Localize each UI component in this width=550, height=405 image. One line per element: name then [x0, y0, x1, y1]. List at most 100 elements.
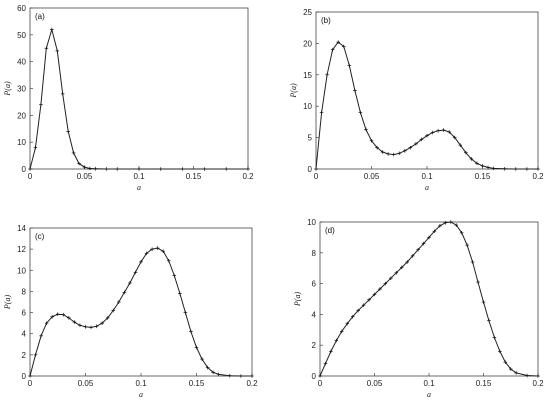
y-axis-label: P(a) — [289, 83, 298, 99]
data-point — [178, 291, 182, 296]
x-tick-label: 0.05 — [364, 172, 380, 181]
y-tick-label: 2 — [22, 351, 27, 360]
y-tick-label: 20 — [17, 111, 26, 120]
y-tick-label: 10 — [303, 102, 312, 111]
data-point — [364, 127, 368, 132]
y-tick-label: 14 — [17, 224, 26, 233]
data-point — [137, 167, 141, 171]
y-tick-label: 6 — [312, 280, 317, 289]
data-point — [403, 148, 407, 153]
data-point — [166, 258, 171, 263]
data-point — [430, 130, 435, 135]
data-point — [72, 320, 77, 324]
y-tick-label: 0 — [22, 372, 27, 381]
data-point — [441, 128, 446, 132]
data-point — [159, 167, 163, 171]
data-point — [216, 372, 221, 377]
data-point — [475, 161, 479, 166]
data-point — [183, 310, 188, 315]
data-point — [71, 151, 76, 155]
x-tick-label: 0 — [28, 379, 33, 388]
data-point — [133, 270, 138, 275]
data-point — [492, 335, 497, 340]
data-point — [347, 63, 352, 68]
plot-frame — [29, 7, 249, 170]
data-point — [536, 374, 540, 378]
x-tick-label: 0.1 — [423, 379, 435, 388]
data-point — [246, 167, 250, 171]
data-point — [250, 374, 254, 378]
data-point — [39, 334, 43, 338]
data-point — [372, 292, 377, 297]
panel-label: (b) — [321, 16, 331, 25]
data-point — [356, 308, 360, 313]
data-point — [89, 325, 93, 330]
data-point — [491, 166, 496, 171]
y-tick-label: 15 — [303, 71, 312, 80]
data-point — [325, 73, 329, 77]
data-point — [55, 312, 60, 316]
data-point — [514, 167, 518, 171]
data-point — [44, 46, 49, 51]
series-line — [29, 247, 252, 377]
x-axis-label: a — [427, 390, 431, 399]
data-point — [486, 165, 490, 170]
panel-label: (c) — [35, 232, 45, 241]
data-point — [200, 357, 204, 361]
data-point — [481, 300, 486, 304]
y-axis-label: P(a) — [3, 81, 12, 97]
data-point — [476, 280, 480, 284]
x-tick-label: 0 — [314, 172, 319, 181]
data-point — [470, 260, 475, 264]
panel-d: 0 0.05 0.1 0.15 0.2 0 2 4 6 8 10 a P(a) (d) — [293, 218, 544, 399]
data-point — [391, 152, 396, 157]
data-point — [449, 220, 453, 224]
x-tick-label: 0 — [28, 172, 33, 181]
data-point — [459, 230, 464, 235]
data-point — [39, 102, 43, 107]
x-tick-label: 0.2 — [532, 379, 544, 388]
data-point — [432, 229, 437, 234]
y-tick-label: 2 — [312, 341, 317, 350]
y-tick-label: 8 — [22, 287, 27, 296]
data-point — [33, 145, 38, 150]
data-point — [61, 312, 66, 317]
data-point — [502, 167, 507, 171]
data-point — [386, 152, 390, 156]
data-point — [67, 316, 71, 320]
x-tick-label: 0.15 — [475, 172, 491, 181]
data-point — [55, 49, 60, 53]
data-point — [78, 323, 82, 328]
data-point — [115, 167, 119, 171]
x-axis-label: a — [425, 183, 429, 192]
y-tick-label: 10 — [17, 138, 26, 147]
data-point — [425, 133, 429, 138]
data-point — [28, 167, 32, 171]
x-tick-label: 0.1 — [421, 172, 433, 181]
y-tick-label: 30 — [17, 85, 26, 94]
data-point — [525, 167, 529, 171]
data-point — [498, 349, 502, 354]
data-point — [128, 281, 132, 285]
data-point — [397, 151, 402, 156]
data-point — [33, 353, 38, 357]
y-tick-label: 60 — [17, 4, 26, 13]
data-point — [93, 166, 98, 171]
data-point — [436, 128, 440, 133]
data-point — [465, 243, 469, 247]
panel-a: 0 0.05 0.1 0.15 0.2 0 10 20 30 40 50 60 a P(a) (a) — [3, 4, 254, 192]
data-point — [399, 265, 404, 270]
data-point — [211, 370, 215, 375]
data-point — [358, 110, 363, 115]
y-tick-label: 20 — [303, 39, 312, 48]
data-point — [239, 374, 243, 378]
x-tick-label: 0.05 — [77, 172, 93, 181]
data-point — [536, 167, 540, 171]
data-point — [419, 137, 424, 142]
data-point — [336, 40, 340, 44]
y-tick-label: 40 — [17, 58, 26, 67]
data-point — [438, 224, 442, 228]
data-point — [83, 325, 88, 329]
data-point — [224, 167, 228, 171]
data-point — [330, 47, 335, 52]
